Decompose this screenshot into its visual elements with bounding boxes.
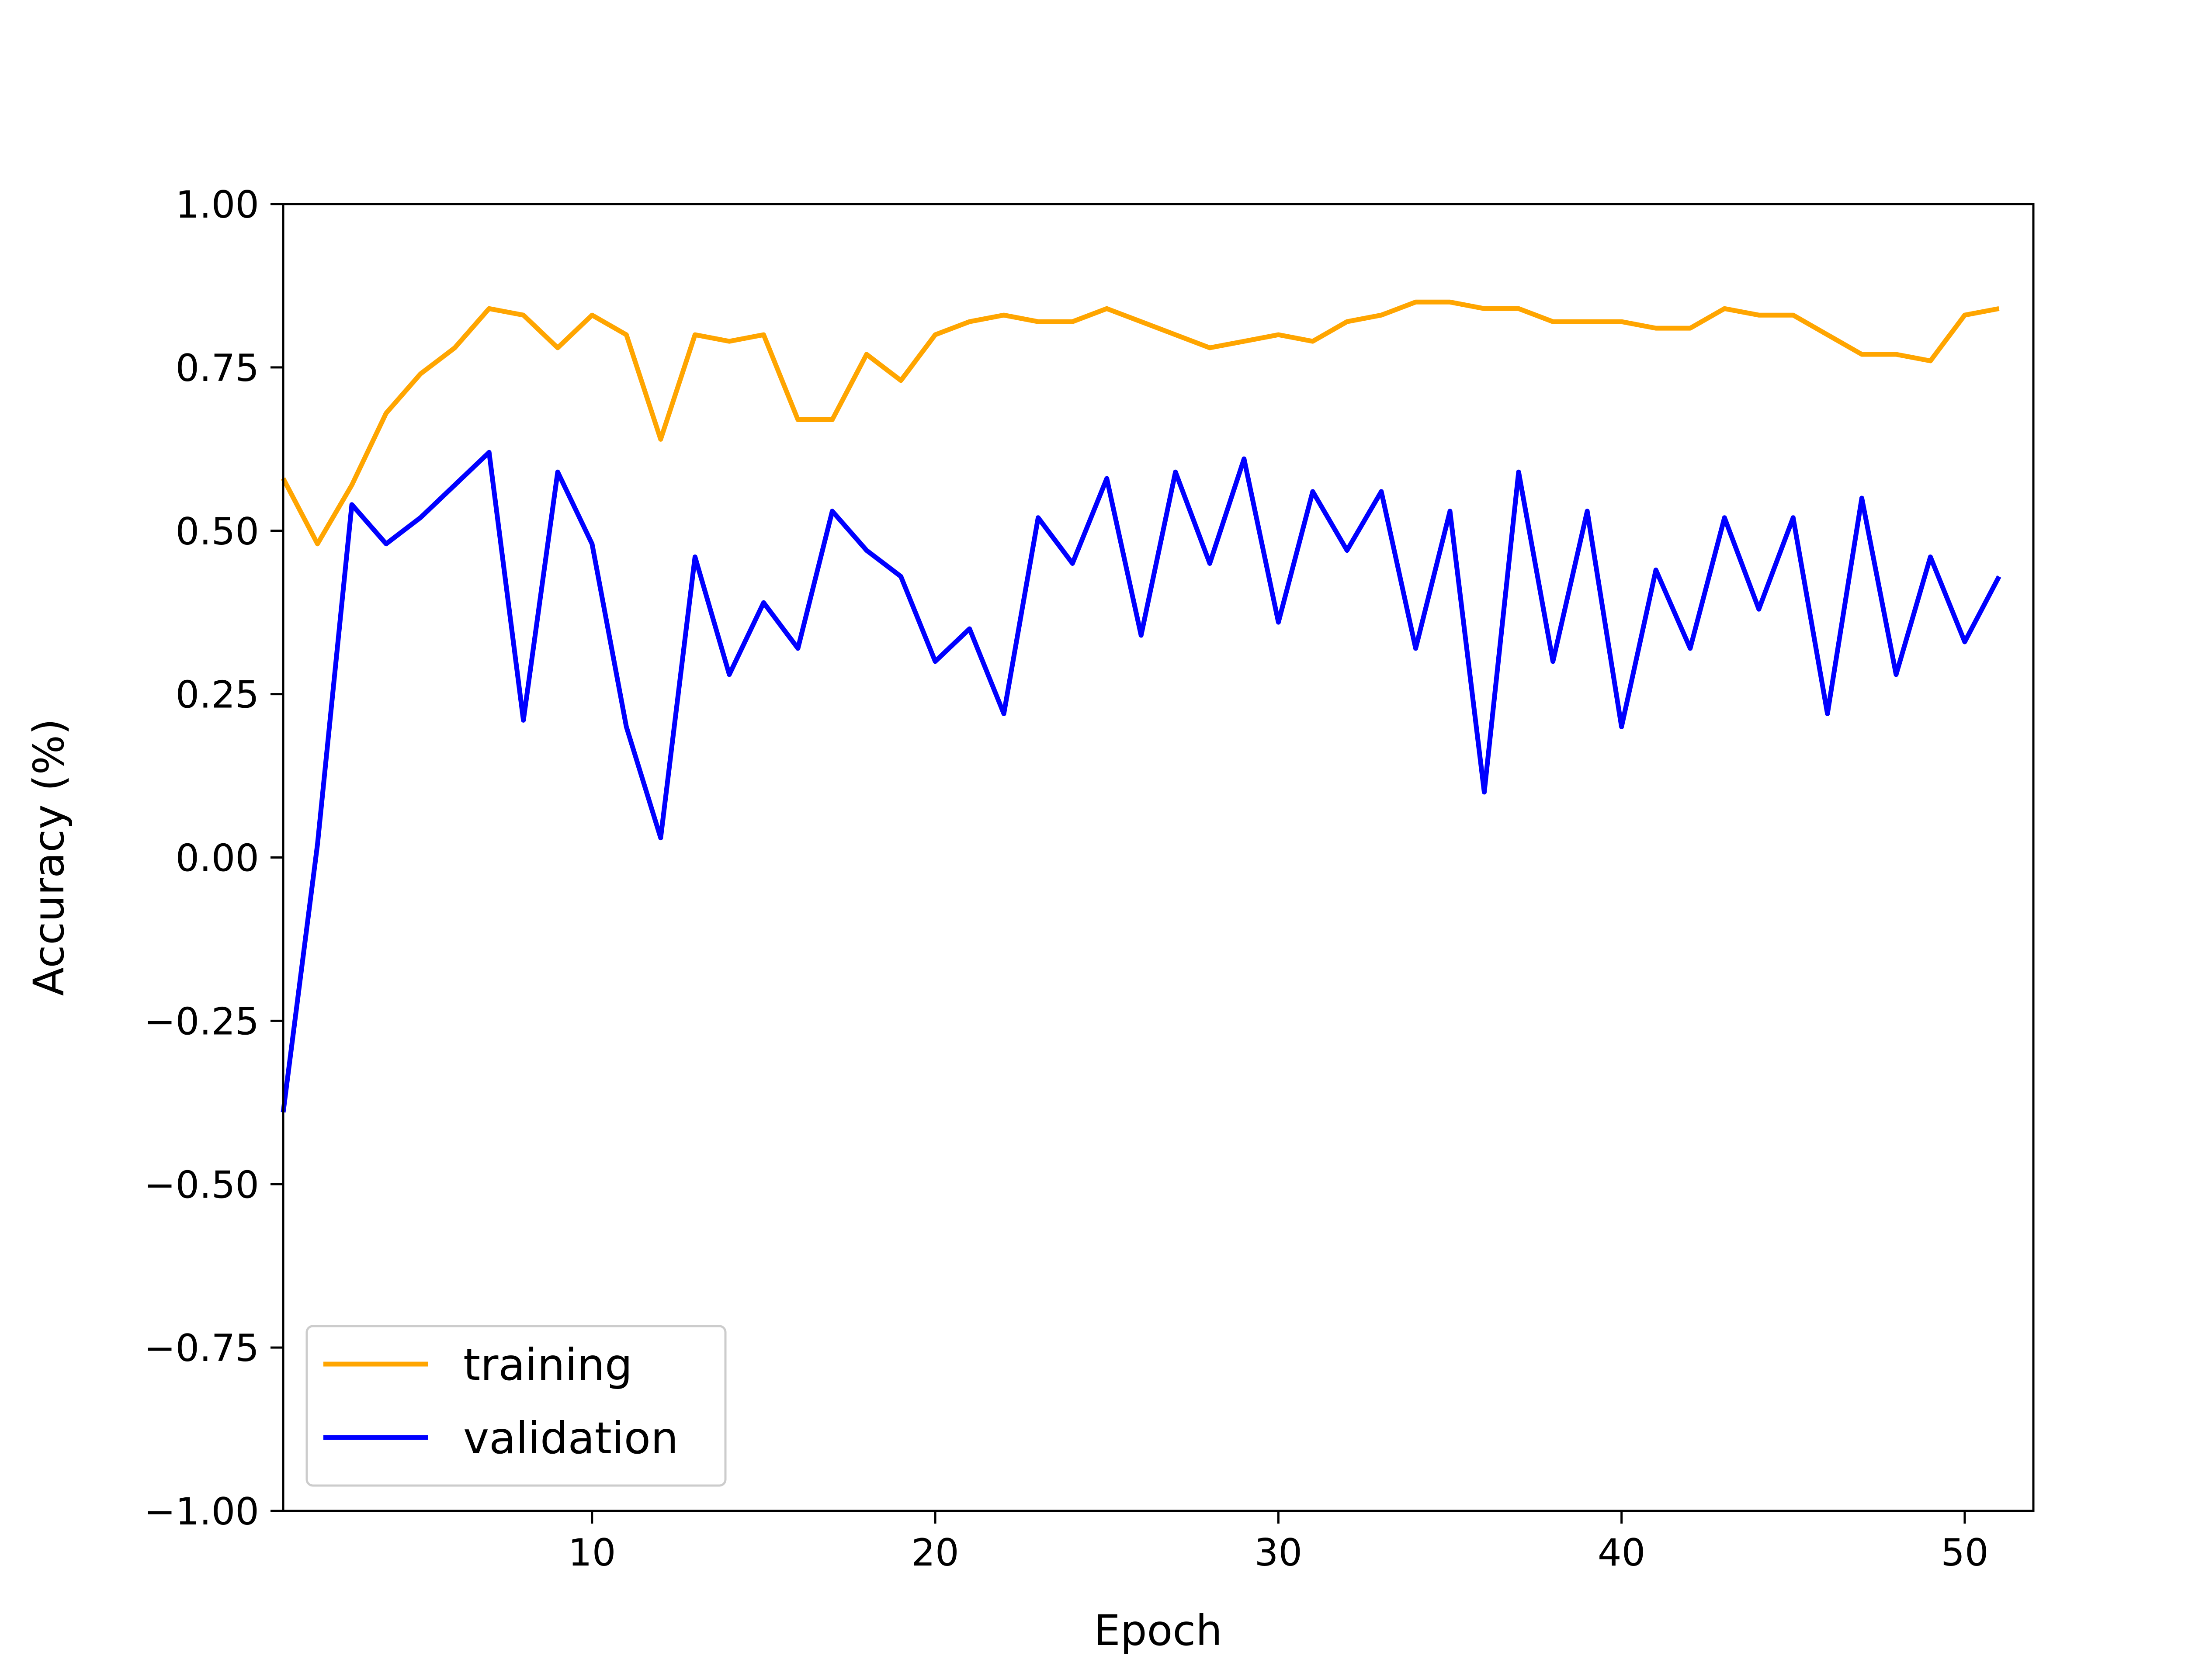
series-lines [281, 299, 2001, 1113]
x-tick-label: 10 [568, 1531, 616, 1575]
x-tick-label: 40 [1598, 1531, 1645, 1575]
y-tick-label: 0.75 [176, 346, 259, 390]
legend-label-training: training [463, 1339, 632, 1390]
y-tick-label: 1.00 [176, 183, 259, 227]
legend-label-validation: validation [463, 1413, 678, 1464]
x-tick-label: 50 [1941, 1531, 1988, 1575]
y-tick-label: 0.25 [176, 673, 259, 717]
legend: training validation [305, 1325, 727, 1487]
y-axis: −1.00 −0.75 −0.50 −0.25 0.00 0.25 0.50 0.75 1.00 [144, 183, 283, 1534]
y-tick-label: 0.00 [176, 837, 259, 880]
y-tick-label: 0.50 [176, 510, 259, 554]
y-tick-label: −0.75 [144, 1327, 259, 1370]
x-tick-label: 20 [911, 1531, 959, 1575]
x-tick-label: 30 [1255, 1531, 1302, 1575]
y-tick-label: −1.00 [144, 1490, 259, 1534]
y-tick-label: −0.50 [144, 1163, 259, 1207]
y-tick-label: −0.25 [144, 1000, 259, 1043]
x-axis: 10 20 30 40 50 [568, 1511, 1989, 1575]
series-line-training [281, 299, 2000, 547]
x-axis-label: Epoch [1094, 1606, 1222, 1655]
series-line-validation [281, 450, 2001, 1113]
y-axis-label: Accuracy (%) [24, 719, 73, 996]
plot-frame [282, 203, 2035, 1512]
